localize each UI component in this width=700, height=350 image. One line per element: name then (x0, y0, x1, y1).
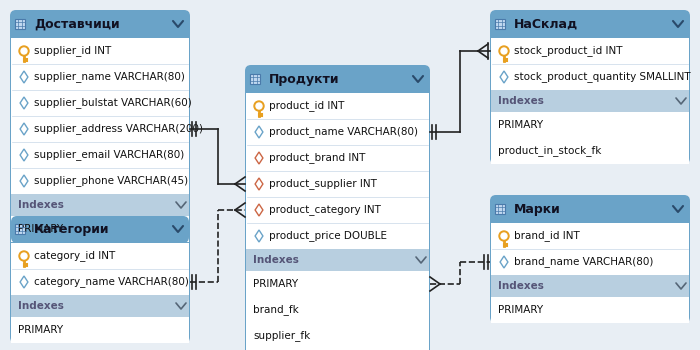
Circle shape (19, 46, 29, 56)
Circle shape (501, 233, 507, 239)
Bar (11, 194, 189, 216)
FancyBboxPatch shape (10, 215, 190, 343)
Text: Indexes: Indexes (18, 301, 64, 311)
FancyBboxPatch shape (15, 19, 25, 29)
Text: Indexes: Indexes (498, 96, 544, 106)
FancyBboxPatch shape (10, 10, 190, 242)
Bar (11, 38, 189, 194)
Polygon shape (255, 152, 263, 164)
FancyBboxPatch shape (490, 10, 690, 164)
Text: supplier_id INT: supplier_id INT (34, 46, 111, 56)
FancyBboxPatch shape (490, 195, 690, 323)
Text: Продукти: Продукти (269, 72, 340, 85)
Text: stock_product_quantity SMALLINT: stock_product_quantity SMALLINT (514, 71, 691, 83)
Polygon shape (20, 276, 28, 288)
Text: Доставчици: Доставчици (34, 18, 120, 30)
FancyBboxPatch shape (495, 19, 505, 29)
Text: Indexes: Indexes (18, 200, 64, 210)
Circle shape (21, 253, 27, 259)
Polygon shape (255, 126, 263, 138)
Bar (246, 271, 429, 350)
Bar (491, 275, 689, 297)
Bar (491, 112, 689, 164)
FancyBboxPatch shape (15, 224, 25, 234)
Text: category_name VARCHAR(80): category_name VARCHAR(80) (34, 276, 189, 287)
Text: НаСклад: НаСклад (514, 18, 578, 30)
FancyBboxPatch shape (245, 65, 430, 350)
Circle shape (256, 103, 262, 109)
Text: supplier_phone VARCHAR(45): supplier_phone VARCHAR(45) (34, 176, 188, 187)
Text: supplier_name VARCHAR(80): supplier_name VARCHAR(80) (34, 71, 185, 83)
Circle shape (21, 48, 27, 54)
Polygon shape (500, 256, 508, 268)
Text: product_brand INT: product_brand INT (269, 153, 365, 163)
Text: Марки: Марки (514, 203, 561, 216)
Polygon shape (255, 178, 263, 190)
Text: stock_product_id INT: stock_product_id INT (514, 46, 622, 56)
Text: Indexes: Indexes (498, 281, 544, 291)
Circle shape (499, 231, 509, 241)
Text: Категории: Категории (34, 223, 109, 236)
FancyBboxPatch shape (495, 204, 505, 214)
Polygon shape (20, 149, 28, 161)
Bar (246, 93, 429, 249)
FancyBboxPatch shape (246, 66, 429, 93)
Text: brand_id INT: brand_id INT (514, 231, 580, 241)
FancyBboxPatch shape (491, 11, 689, 38)
Bar (11, 243, 189, 295)
Polygon shape (500, 71, 508, 83)
Text: supplier_email VARCHAR(80): supplier_email VARCHAR(80) (34, 149, 184, 160)
Text: Indexes: Indexes (253, 255, 299, 265)
Polygon shape (255, 230, 263, 242)
Text: brand_name VARCHAR(80): brand_name VARCHAR(80) (514, 257, 653, 267)
Bar (491, 223, 689, 275)
Text: product_in_stock_fk: product_in_stock_fk (498, 146, 601, 156)
Polygon shape (20, 175, 28, 187)
Text: PRIMARY: PRIMARY (18, 325, 63, 335)
Polygon shape (255, 204, 263, 216)
Text: PRIMARY: PRIMARY (498, 120, 543, 130)
Text: PRIMARY: PRIMARY (498, 305, 543, 315)
FancyBboxPatch shape (11, 216, 189, 243)
Circle shape (254, 101, 264, 111)
Bar (11, 317, 189, 343)
Text: product_name VARCHAR(80): product_name VARCHAR(80) (269, 127, 418, 138)
Text: category_id INT: category_id INT (34, 251, 116, 261)
FancyBboxPatch shape (11, 11, 189, 38)
Bar (11, 216, 189, 242)
Polygon shape (20, 97, 28, 109)
Bar (246, 249, 429, 271)
Text: product_price DOUBLE: product_price DOUBLE (269, 231, 387, 241)
Text: supplier_bulstat VARCHAR(60): supplier_bulstat VARCHAR(60) (34, 98, 192, 108)
FancyBboxPatch shape (250, 74, 260, 84)
Polygon shape (20, 123, 28, 135)
Text: supplier_address VARCHAR(200): supplier_address VARCHAR(200) (34, 124, 203, 134)
Bar (11, 295, 189, 317)
Text: PRIMARY: PRIMARY (18, 224, 63, 234)
Text: product_id INT: product_id INT (269, 100, 344, 111)
FancyBboxPatch shape (491, 196, 689, 223)
Bar (491, 38, 689, 90)
Bar (491, 297, 689, 323)
Bar (491, 90, 689, 112)
Circle shape (19, 251, 29, 261)
Text: product_supplier INT: product_supplier INT (269, 178, 377, 189)
Circle shape (501, 48, 507, 54)
Text: product_category INT: product_category INT (269, 204, 381, 216)
Text: brand_fk: brand_fk (253, 304, 299, 315)
Text: PRIMARY: PRIMARY (253, 279, 298, 289)
Text: supplier_fk: supplier_fk (253, 330, 310, 342)
Polygon shape (20, 71, 28, 83)
Circle shape (499, 46, 509, 56)
